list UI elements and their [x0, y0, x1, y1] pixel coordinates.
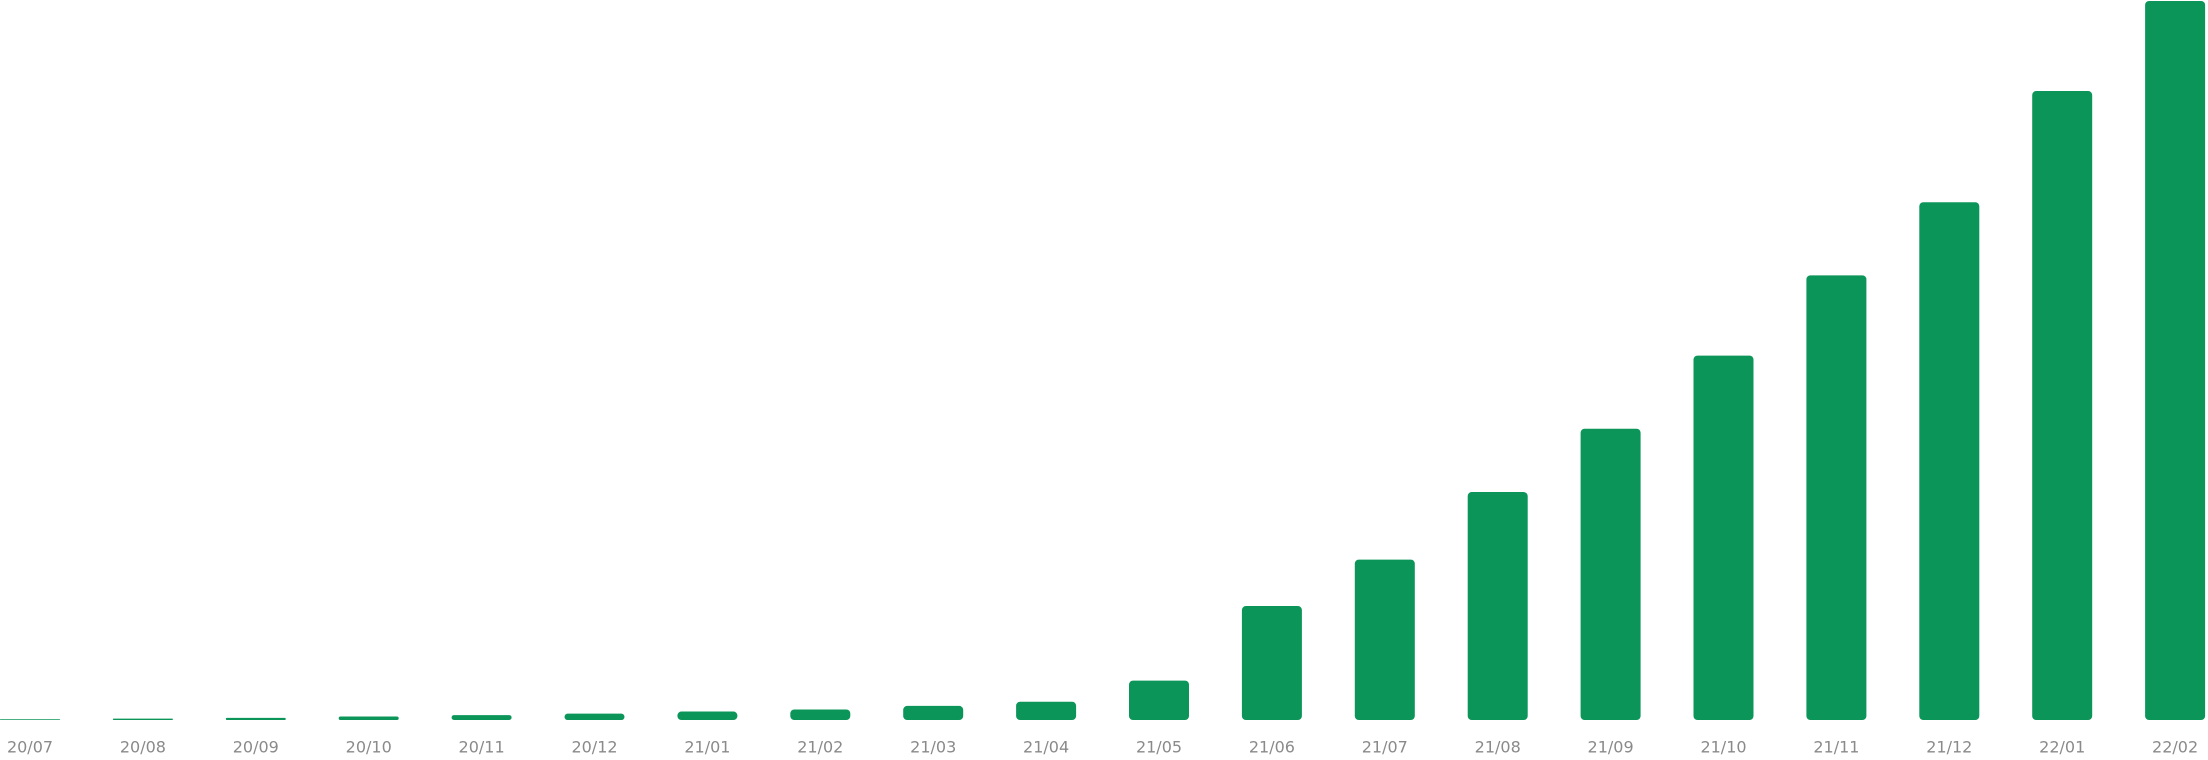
- x-tick-label: 21/04: [1023, 738, 1069, 757]
- bar: [790, 709, 851, 720]
- x-tick-label: 20/11: [459, 738, 505, 757]
- bar: [451, 715, 512, 720]
- x-tick-label: 21/02: [797, 738, 843, 757]
- bar: [677, 711, 738, 720]
- bar: [1016, 701, 1077, 720]
- bar: [1129, 680, 1189, 720]
- x-tick-label: 21/07: [1362, 738, 1408, 757]
- bar: [112, 718, 173, 720]
- x-tick-label: 21/06: [1249, 738, 1295, 757]
- x-tick-label: 20/10: [346, 738, 392, 757]
- bar: [225, 717, 286, 720]
- x-tick-label: 21/11: [1813, 738, 1859, 757]
- x-tick-label: 21/12: [1926, 738, 1972, 757]
- bar: [564, 713, 625, 720]
- bar: [1919, 202, 1980, 720]
- x-tick-label: 21/05: [1136, 738, 1182, 757]
- x-tick-label: 21/09: [1588, 738, 1634, 757]
- bar: [2145, 1, 2206, 720]
- bar: [1354, 559, 1415, 720]
- x-tick-label: 21/01: [684, 738, 730, 757]
- x-tick-label: 21/10: [1700, 738, 1746, 757]
- bar: [1467, 492, 1528, 720]
- x-tick-label: 20/07: [7, 738, 53, 757]
- bar: [0, 719, 60, 720]
- x-tick-label: 21/03: [910, 738, 956, 757]
- bar: [2032, 91, 2093, 720]
- bar: [903, 705, 964, 720]
- bar: [1806, 275, 1867, 720]
- x-tick-label: 20/12: [571, 738, 617, 757]
- x-tick-label: 22/02: [2152, 738, 2198, 757]
- x-tick-label: 22/01: [2039, 738, 2085, 757]
- bar: [1580, 428, 1641, 720]
- bar: [338, 716, 399, 720]
- x-tick-label: 20/09: [233, 738, 279, 757]
- x-tick-label: 20/08: [120, 738, 166, 757]
- x-tick-label: 21/08: [1475, 738, 1521, 757]
- bar: [1241, 606, 1302, 720]
- bar: [1693, 355, 1754, 720]
